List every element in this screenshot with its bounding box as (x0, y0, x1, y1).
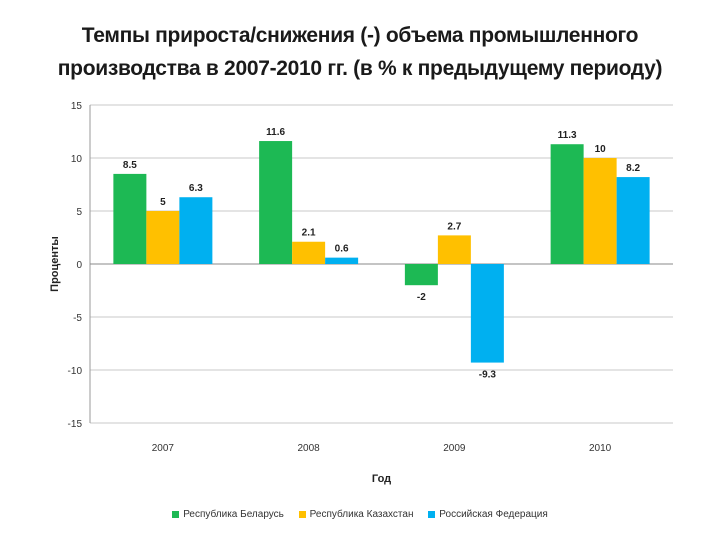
y-axis-title: Проценты (49, 236, 61, 292)
chart-title-line1: Темпы прироста/снижения (-) объема промы… (81, 24, 639, 47)
bar (146, 211, 180, 264)
data-label: -2 (417, 292, 426, 303)
data-label: 10 (595, 144, 607, 155)
y-tick-label: 0 (76, 260, 82, 271)
data-label: -9.3 (479, 370, 497, 381)
bar (325, 257, 359, 264)
bar (259, 141, 293, 264)
bar (616, 177, 650, 264)
bar (583, 158, 617, 264)
y-tick-label: -5 (73, 313, 82, 324)
y-tick-label: -10 (68, 366, 83, 377)
bar (550, 144, 584, 264)
chart-title-line2: производства в 2007-2010 гг. (в % к пред… (57, 57, 663, 80)
legend-label-kazakhstan: Республика Казахстан (309, 509, 414, 520)
legend: Республика Беларусь Республика Казахстан… (0, 509, 720, 520)
x-tick-label: 2010 (589, 443, 612, 454)
y-tick-label: -15 (68, 419, 83, 430)
bar (179, 197, 213, 264)
legend-swatch-russia (428, 511, 436, 518)
data-label: 6.3 (189, 183, 203, 194)
data-label: 8.2 (626, 163, 640, 174)
x-axis-title: Год (372, 473, 391, 485)
y-tick-label: 15 (71, 101, 83, 112)
data-label: 2.1 (302, 228, 316, 239)
bar (292, 241, 326, 264)
legend-item-belarus: Республика Беларусь (172, 509, 284, 520)
legend-label-russia: Российская Федерация (439, 509, 548, 520)
data-label: 5 (160, 197, 166, 208)
bar (113, 173, 147, 264)
data-label: 0.6 (335, 244, 349, 255)
legend-swatch-belarus (172, 511, 180, 518)
legend-label-belarus: Республика Беларусь (183, 509, 284, 520)
data-label: 8.5 (123, 160, 137, 171)
bar (470, 264, 504, 363)
y-tick-label: 10 (71, 154, 83, 165)
legend-item-kazakhstan: Республика Казахстан (298, 509, 414, 520)
data-label: 2.7 (447, 221, 461, 232)
bar (404, 264, 438, 286)
data-label: 11.3 (558, 130, 577, 141)
y-tick-label: 5 (76, 207, 82, 218)
x-tick-label: 2009 (443, 443, 466, 454)
x-tick-label: 2008 (298, 443, 321, 454)
legend-swatch-kazakhstan (298, 511, 306, 518)
bar (437, 235, 471, 264)
legend-item-russia: Российская Федерация (428, 509, 548, 520)
x-tick-label: 2007 (152, 443, 175, 454)
data-label: 11.6 (266, 127, 285, 138)
